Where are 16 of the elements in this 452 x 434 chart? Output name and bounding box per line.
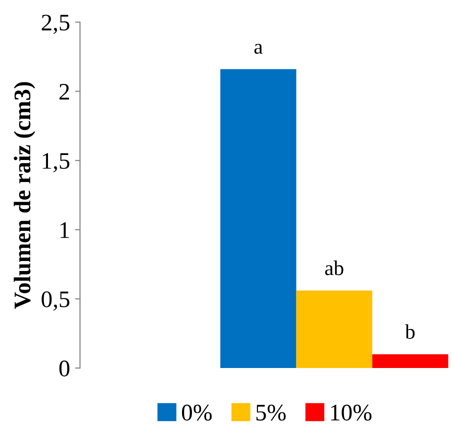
bar: [296, 290, 372, 368]
y-tick-label: 2,5: [42, 14, 70, 34]
legend-label: 5%: [256, 404, 286, 421]
y-tick-label: 0,5: [42, 291, 70, 311]
annotation: b: [405, 324, 415, 339]
y-tick-label: 1: [60, 222, 69, 238]
legend-label: 10%: [331, 404, 372, 421]
legend-label: 0%: [182, 404, 212, 421]
annotation: a: [254, 44, 263, 54]
annotation: ab: [325, 260, 344, 276]
y-tick-label: 0: [59, 360, 70, 376]
bar: [372, 354, 448, 368]
y-tick-label: 1,5: [42, 153, 70, 172]
y-axis-title: Volumen de raiz (cm3): [14, 82, 36, 309]
y-tick-label: 2: [60, 84, 69, 100]
bar: [220, 69, 296, 368]
